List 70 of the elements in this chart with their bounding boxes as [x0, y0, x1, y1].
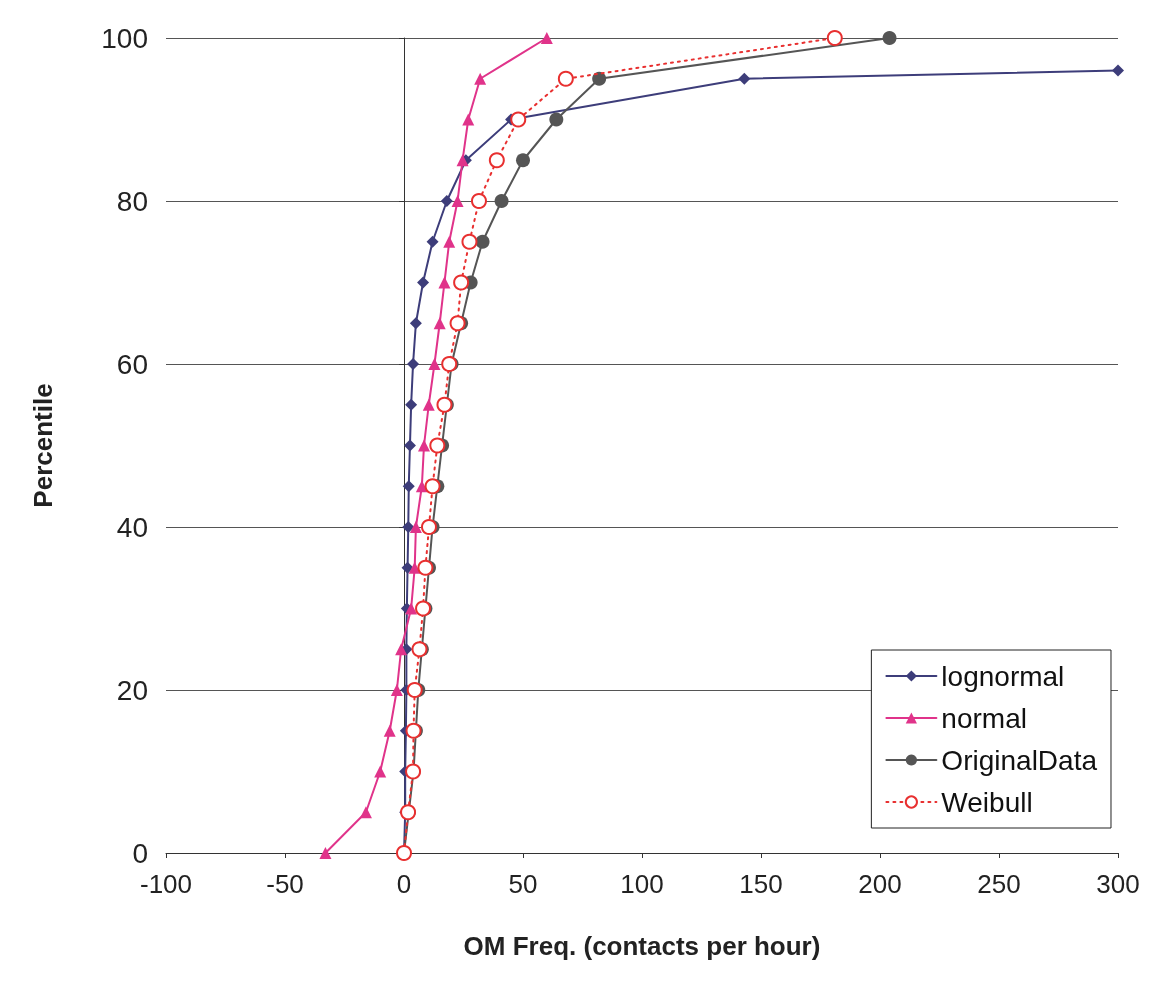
point: [453, 274, 470, 291]
point: [417, 559, 434, 576]
x-tick-label: 0: [396, 869, 412, 899]
point: [359, 806, 372, 819]
point: [882, 31, 897, 45]
point: [383, 724, 396, 737]
point: [438, 276, 451, 289]
point: [443, 235, 456, 248]
point: [557, 70, 574, 87]
point: [429, 437, 446, 454]
point: [402, 480, 415, 493]
point: [421, 519, 437, 535]
y-tick-label: 20: [116, 674, 148, 706]
point: [402, 521, 415, 533]
point: [440, 195, 453, 207]
y-tick-label: 60: [116, 348, 148, 380]
y-axis-title: Percentile: [28, 383, 58, 508]
point: [433, 317, 446, 330]
legend-label: OriginalData: [941, 744, 1098, 776]
point: [516, 153, 530, 168]
x-axis-title: OM Freq. (contacts per hour): [463, 931, 821, 961]
point: [738, 72, 751, 85]
point: [475, 234, 490, 249]
point: [428, 358, 441, 370]
legend-label: normal: [941, 702, 1027, 734]
point: [426, 235, 439, 248]
point: [401, 561, 414, 574]
point: [422, 398, 435, 411]
point: [390, 684, 403, 696]
x-tick-label: 50: [508, 869, 538, 899]
point: [826, 30, 843, 46]
y-tick-label: 0: [132, 837, 148, 869]
y-tick-label: 80: [116, 185, 148, 217]
x-tick-label: -100: [139, 869, 193, 899]
point: [395, 643, 408, 656]
point: [451, 195, 464, 207]
x-tick-label: 150: [739, 869, 783, 899]
point: [488, 152, 505, 169]
point: [449, 315, 466, 332]
point: [409, 317, 422, 330]
point: [470, 193, 487, 209]
point: [510, 111, 527, 128]
point: [407, 358, 420, 370]
y-tick-label: 100: [101, 22, 148, 54]
point: [409, 521, 422, 533]
y-tick-label: 40: [116, 511, 148, 543]
point: [319, 847, 332, 859]
legend-label: Weibull: [941, 786, 1033, 818]
point: [417, 276, 430, 289]
point: [549, 112, 564, 127]
x-tick-label: 100: [620, 869, 664, 899]
x-tick-label: -50: [266, 869, 304, 899]
point: [424, 478, 441, 495]
point: [592, 71, 607, 86]
point: [494, 194, 509, 208]
point: [405, 602, 418, 615]
point: [406, 682, 423, 698]
point: [417, 439, 430, 452]
point: [374, 765, 387, 778]
point: [1112, 64, 1124, 77]
point: [403, 439, 416, 452]
point: [540, 32, 553, 44]
point: [474, 72, 487, 85]
point: [405, 398, 418, 411]
point: [462, 113, 475, 126]
x-tick-label: 200: [858, 869, 902, 899]
x-tick-label: 250: [977, 869, 1021, 899]
point: [461, 233, 478, 250]
x-tick-label: 300: [1096, 869, 1140, 899]
legend-label: lognormal: [941, 660, 1065, 692]
